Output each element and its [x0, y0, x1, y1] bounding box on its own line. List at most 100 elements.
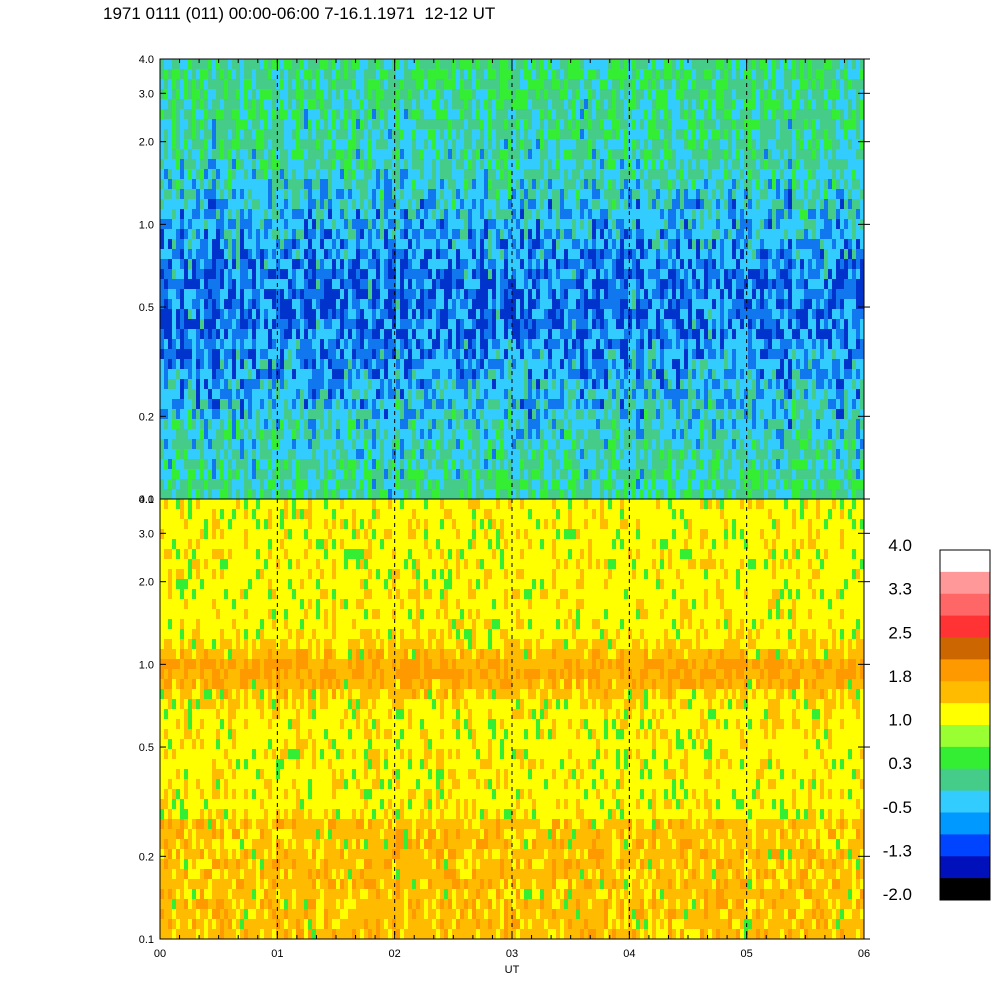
- heatmap-cell: [552, 459, 556, 469]
- heatmap-cell: [364, 289, 368, 299]
- heatmap-cell: [416, 79, 420, 89]
- heatmap-cell: [264, 269, 268, 279]
- heatmap-cell: [568, 149, 572, 159]
- heatmap-cell: [568, 339, 572, 349]
- heatmap-cell: [248, 219, 252, 229]
- heatmap-cell: [364, 469, 368, 479]
- heatmap-cell: [512, 349, 516, 359]
- heatmap-cell: [584, 229, 588, 239]
- heatmap-cell: [592, 299, 596, 309]
- heatmap-cell: [528, 289, 532, 299]
- heatmap-cell: [360, 199, 364, 209]
- heatmap-cell: [488, 299, 492, 309]
- heatmap-cell: [408, 209, 412, 219]
- heatmap-cell: [568, 299, 572, 309]
- heatmap-cell: [212, 199, 216, 209]
- heatmap-cell: [280, 489, 284, 499]
- heatmap-cell: [184, 449, 188, 459]
- heatmap-cell: [484, 209, 488, 219]
- heatmap-cell: [456, 199, 460, 209]
- heatmap-cell: [356, 239, 360, 249]
- heatmap-cell: [516, 239, 520, 249]
- heatmap-cell: [332, 339, 336, 349]
- heatmap-cell: [296, 99, 300, 109]
- heatmap-cell: [284, 329, 288, 339]
- heatmap-cell: [264, 109, 268, 119]
- heatmap-cell: [584, 349, 588, 359]
- heatmap-cell: [332, 69, 336, 79]
- heatmap-cell: [280, 409, 284, 419]
- heatmap-cell: [392, 299, 396, 309]
- heatmap-cell: [500, 179, 504, 189]
- heatmap-cell: [312, 129, 316, 139]
- heatmap-cell: [540, 79, 544, 89]
- heatmap-cell: [560, 279, 564, 289]
- heatmap-cell: [504, 489, 508, 499]
- heatmap-cell: [352, 69, 356, 79]
- heatmap-cell: [312, 399, 316, 409]
- heatmap-cell: [220, 199, 224, 209]
- heatmap-cell: [420, 409, 424, 419]
- heatmap-cell: [268, 159, 272, 169]
- heatmap-cell: [212, 389, 216, 399]
- heatmap-cell: [596, 459, 600, 469]
- heatmap-cell: [424, 89, 428, 99]
- heatmap-cell: [316, 449, 320, 459]
- heatmap-cell: [520, 359, 524, 369]
- heatmap-cell: [580, 289, 584, 299]
- heatmap-cell: [316, 169, 320, 179]
- heatmap-cell: [312, 339, 316, 349]
- heatmap-cell: [384, 439, 388, 449]
- heatmap-cell: [412, 339, 416, 349]
- heatmap-cell: [428, 329, 432, 339]
- heatmap-cell: [276, 159, 280, 169]
- heatmap-cell: [396, 379, 400, 389]
- heatmap-cell: [300, 109, 304, 119]
- heatmap-cell: [308, 249, 312, 259]
- heatmap-cell: [528, 449, 532, 459]
- heatmap-cell: [468, 229, 472, 239]
- heatmap-cell: [324, 239, 328, 249]
- heatmap-cell: [216, 329, 220, 339]
- heatmap-cell: [164, 139, 168, 149]
- heatmap-cell: [164, 69, 168, 79]
- heatmap-cell: [584, 489, 588, 499]
- heatmap-cell: [348, 239, 352, 249]
- heatmap-cell: [532, 479, 536, 489]
- heatmap-cell: [524, 449, 528, 459]
- heatmap-cell: [384, 419, 388, 429]
- heatmap-cell: [216, 179, 220, 189]
- heatmap-cell: [532, 439, 536, 449]
- heatmap-cell: [356, 359, 360, 369]
- heatmap-cell: [476, 389, 480, 399]
- heatmap-cell: [548, 69, 552, 79]
- heatmap-cell: [232, 409, 236, 419]
- heatmap-cell: [396, 99, 400, 109]
- heatmap-cell: [460, 229, 464, 239]
- heatmap-cell: [256, 179, 260, 189]
- heatmap-cell: [448, 469, 452, 479]
- heatmap-cell: [276, 479, 280, 489]
- heatmap-cell: [456, 479, 460, 489]
- heatmap-cell: [468, 99, 472, 109]
- heatmap-cell: [196, 369, 200, 379]
- heatmap-cell: [244, 119, 248, 129]
- heatmap-cell: [172, 269, 176, 279]
- heatmap-cell: [164, 449, 168, 459]
- heatmap-cell: [360, 299, 364, 309]
- heatmap-cell: [220, 129, 224, 139]
- heatmap-cell: [404, 429, 408, 439]
- heatmap-cell: [464, 349, 468, 359]
- heatmap-cell: [300, 369, 304, 379]
- heatmap-cell: [428, 319, 432, 329]
- heatmap-cell: [328, 279, 332, 289]
- heatmap-cell: [384, 389, 388, 399]
- heatmap-cell: [432, 289, 436, 299]
- heatmap-cell: [236, 319, 240, 329]
- heatmap-cell: [176, 469, 180, 479]
- heatmap-cell: [416, 449, 420, 459]
- heatmap-cell: [572, 69, 576, 79]
- heatmap-cell: [464, 229, 468, 239]
- heatmap-cell: [412, 229, 416, 239]
- heatmap-cell: [400, 449, 404, 459]
